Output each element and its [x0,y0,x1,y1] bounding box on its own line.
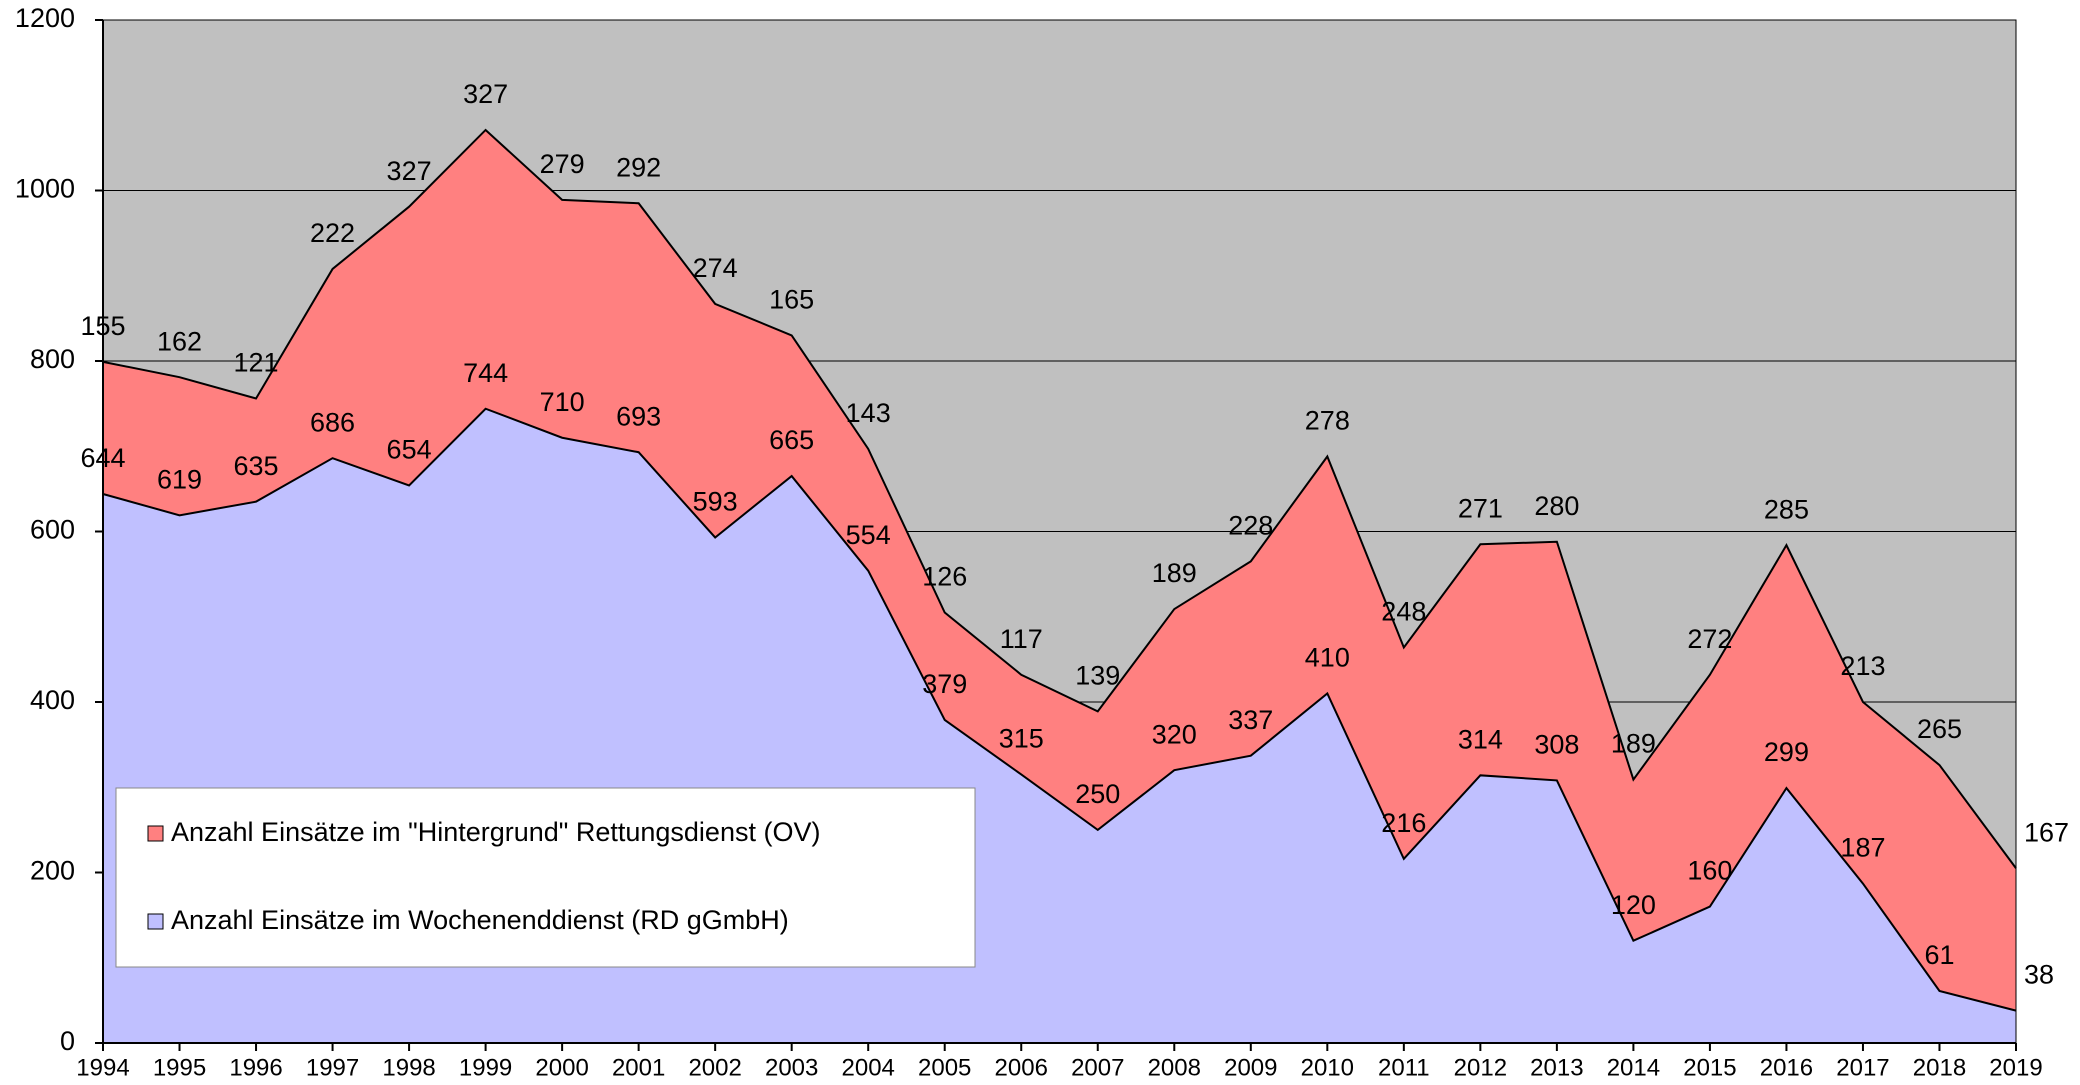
y-tick-label: 1200 [15,3,75,33]
data-label: 162 [157,326,202,356]
x-tick-label: 2019 [1989,1054,2042,1081]
data-label: 189 [1611,729,1656,759]
legend-swatch [147,825,164,842]
data-label: 314 [1458,724,1503,754]
x-tick-label: 2004 [842,1054,895,1081]
x-tick-label: 2010 [1301,1054,1354,1081]
x-tick-label: 2008 [1148,1054,1201,1081]
data-label: 686 [310,407,355,437]
x-tick-label: 2017 [1836,1054,1889,1081]
y-tick-label: 200 [30,856,75,886]
area-edge [102,128,2017,869]
data-label: 274 [693,253,738,283]
x-tick-label: 2015 [1683,1054,1736,1081]
area-fill [103,129,2016,1011]
data-label: 320 [1152,719,1197,749]
x-tick-label: 2012 [1454,1054,1507,1081]
data-label: 379 [922,669,967,699]
data-label: 213 [1840,651,1885,681]
x-tick-label: 1994 [76,1054,129,1081]
x-tick-label: 2001 [612,1054,665,1081]
data-label: 308 [1534,730,1579,760]
data-label: 265 [1917,714,1962,744]
data-label: 167 [2024,817,2069,847]
x-tick-label: 2016 [1760,1054,1813,1081]
x-tick-label: 1997 [306,1054,359,1081]
data-label: 228 [1228,510,1273,540]
data-label: 165 [769,285,814,315]
data-label: 61 [1924,940,1954,970]
data-label: 139 [1075,661,1120,691]
y-tick-label: 1000 [15,174,75,204]
x-tick-label: 1995 [153,1054,206,1081]
x-tick-label: 2007 [1071,1054,1124,1081]
x-tick-label: 2000 [535,1054,588,1081]
data-label: 280 [1534,491,1579,521]
legend: Anzahl Einsätze im "Hintergrund" Rettung… [115,787,976,968]
data-label: 744 [463,358,508,388]
legend-label: Anzahl Einsätze im "Hintergrund" Rettung… [171,817,820,847]
data-label: 279 [540,149,585,179]
data-label: 272 [1687,624,1732,654]
x-tick-label: 2018 [1913,1054,1966,1081]
data-label: 126 [922,562,967,592]
data-label: 554 [846,520,891,550]
legend-label: Anzahl Einsätze im Wochenenddienst (RD g… [171,905,789,935]
data-label: 285 [1764,494,1809,524]
data-label: 299 [1764,737,1809,767]
data-label: 250 [1075,779,1120,809]
x-tick-label: 2009 [1224,1054,1277,1081]
data-label: 187 [1840,833,1885,863]
x-tick-label: 2005 [918,1054,971,1081]
y-tick-label: 0 [60,1026,75,1056]
data-label: 222 [310,218,355,248]
y-tick-label: 400 [30,685,75,715]
data-label: 248 [1381,597,1426,627]
data-label: 654 [387,435,432,465]
y-tick-label: 800 [30,344,75,374]
data-label: 120 [1611,890,1656,920]
data-label: 693 [616,401,661,431]
data-label: 271 [1458,493,1503,523]
data-label: 635 [234,451,279,481]
data-label: 410 [1305,643,1350,673]
data-label: 593 [693,487,738,517]
legend-swatch [147,913,164,930]
x-tick-label: 2006 [995,1054,1048,1081]
legend-box [115,787,976,968]
data-label: 710 [540,387,585,417]
data-label: 292 [616,152,661,182]
data-label: 619 [157,464,202,494]
x-tick-label: 2002 [688,1054,741,1081]
data-label: 189 [1152,558,1197,588]
data-label: 160 [1687,856,1732,886]
data-label: 665 [769,425,814,455]
data-label: 38 [2024,960,2054,990]
x-tick-label: 1998 [382,1054,435,1081]
data-label: 337 [1228,705,1273,735]
area-edge [102,407,2017,1012]
data-label: 216 [1381,808,1426,838]
x-tick-label: 1999 [459,1054,512,1081]
data-label: 327 [463,79,508,109]
x-tick-label: 2011 [1378,1054,1430,1081]
x-tick-label: 2003 [765,1054,818,1081]
data-label: 121 [234,348,279,378]
x-tick-label: 1996 [229,1054,282,1081]
data-label: 327 [387,156,432,186]
data-label: 278 [1305,406,1350,436]
data-label: 117 [1000,624,1043,654]
data-label: 315 [999,724,1044,754]
x-tick-label: 2014 [1607,1054,1660,1081]
data-label: 143 [846,398,891,428]
x-tick-label: 2013 [1530,1054,1583,1081]
y-tick-label: 600 [30,515,75,545]
